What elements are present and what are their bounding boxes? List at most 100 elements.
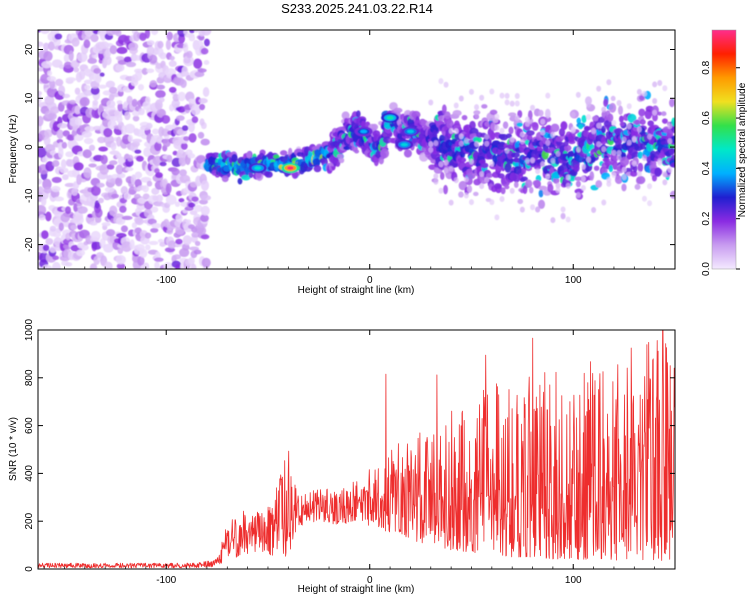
spectrogram-cell — [337, 126, 346, 131]
spectrogram-cell — [41, 61, 53, 69]
spectrogram-cell — [175, 263, 181, 269]
spectrogram-cell — [657, 79, 663, 86]
spectrogram-cell — [150, 206, 159, 213]
spectrogram-cell — [647, 120, 654, 127]
spectrogram-cell — [654, 167, 662, 177]
spectrogram-cell — [62, 174, 69, 181]
spectrogram-cell — [151, 30, 159, 36]
snr-y-tick-label: 1000 — [24, 318, 35, 341]
spectrogram-cell — [101, 222, 111, 227]
spectrogram-cell — [489, 109, 498, 115]
spectrogram-cell — [315, 157, 321, 167]
spectrogram-cell — [158, 108, 166, 118]
spectrogram-cell — [139, 32, 147, 42]
spectrogram-cell — [524, 120, 530, 127]
spectrogram-cell — [157, 40, 164, 49]
spectrogram-x-tick-label: -100 — [156, 275, 176, 286]
spectrogram-cell — [38, 186, 44, 197]
spectrogram-cell — [103, 127, 113, 138]
spectrogram-cell — [39, 252, 49, 263]
spectrogram-cell — [657, 111, 662, 116]
spectrogram-cell — [131, 98, 138, 107]
spectrogram-cell — [661, 111, 667, 117]
spectrogram-y-tick-label: 20 — [24, 44, 35, 56]
spectrogram-cell — [519, 138, 525, 145]
spectrogram-cell — [463, 137, 469, 144]
spectrogram-cell — [438, 161, 444, 168]
snr-y-tick-label: 800 — [24, 369, 35, 386]
spectrogram-cell — [65, 151, 74, 158]
spectrogram-cell — [641, 195, 647, 202]
spectrogram-cell — [403, 149, 412, 158]
spectrogram-cell — [49, 79, 56, 90]
spectrogram-peak-core — [360, 129, 368, 134]
colorbar-ticks: 0.0 0.2 0.4 0.6 0.8 — [701, 60, 740, 276]
spectrogram-cell — [458, 140, 464, 147]
spectrogram-cell — [56, 129, 64, 139]
spectrogram-cell — [468, 199, 474, 206]
spectrogram-cell — [166, 31, 173, 41]
spectrogram-cell — [514, 100, 520, 107]
spectrogram-cell — [586, 101, 592, 108]
spectrogram-cell — [83, 167, 92, 179]
spectrogram-cell — [99, 30, 107, 41]
spectrogram-cell — [139, 248, 148, 258]
spectrogram-cell — [143, 147, 152, 158]
spectrogram-cell — [166, 154, 173, 163]
spectrogram-cell — [619, 122, 625, 127]
spectrogram-cell — [154, 257, 164, 262]
spectrogram-cell — [90, 86, 100, 95]
spectrogram-cell — [641, 90, 647, 97]
spectrogram-cell — [144, 30, 151, 39]
spectrogram-cell — [439, 134, 446, 143]
spectrogram-cell — [105, 80, 116, 89]
spectrogram-x-tick-label: 0 — [367, 275, 373, 286]
spectrogram-cell — [119, 205, 127, 213]
spectrogram-cell — [197, 131, 205, 139]
spectrogram-cell — [128, 42, 139, 51]
spectrogram-cell — [621, 174, 627, 181]
spectrogram-cell — [443, 159, 449, 166]
spectrogram-y-axis-label: Frequency (Hz) — [8, 115, 19, 184]
spectrogram-cell — [99, 72, 105, 77]
spectrogram-cell — [538, 199, 546, 209]
spectrogram-cell — [478, 145, 484, 155]
spectrogram-cell — [117, 247, 124, 254]
spectrogram-cell — [555, 150, 561, 157]
spectrogram-cell — [504, 99, 510, 106]
spectrogram-cell — [194, 71, 205, 78]
spectrogram-cell — [180, 79, 187, 88]
spectrogram-cell — [88, 144, 96, 151]
spectrogram-cell — [123, 192, 132, 200]
spectrogram-cell — [73, 67, 80, 73]
spectrogram-cell — [411, 137, 419, 144]
spectrogram-cell — [200, 234, 210, 240]
spectrogram-cell — [125, 61, 137, 68]
spectrogram-cell — [580, 175, 586, 182]
spectrogram-cell — [453, 128, 459, 135]
spectrogram-cell — [49, 106, 60, 114]
spectrogram-cell — [610, 95, 616, 102]
spectrogram-cell — [52, 255, 60, 261]
spectrogram-cell — [538, 189, 544, 198]
spectrogram-cell — [652, 81, 658, 88]
spectrogram-cell — [167, 240, 176, 249]
spectrogram-cell — [152, 128, 160, 135]
spectrogram-cell — [65, 77, 77, 82]
spectrogram-cell — [200, 138, 210, 146]
spectrogram-cell — [641, 154, 647, 161]
spectrogram-cell — [197, 68, 207, 73]
spectrogram-cell — [211, 152, 221, 158]
spectrogram-cell — [576, 117, 582, 125]
spectrogram-cell — [512, 173, 521, 183]
spectrogram-cell — [466, 185, 473, 193]
spectrogram-cell — [509, 100, 515, 107]
spectrogram-cell — [42, 244, 50, 252]
spectrogram-cell — [95, 73, 102, 84]
spectrogram-cell — [532, 179, 541, 187]
spectrogram-cell — [550, 131, 556, 138]
spectrogram-cell — [74, 105, 81, 115]
spectrogram-cell — [264, 171, 273, 178]
spectrogram-cell — [52, 231, 62, 238]
spectrogram-cell — [96, 182, 105, 188]
